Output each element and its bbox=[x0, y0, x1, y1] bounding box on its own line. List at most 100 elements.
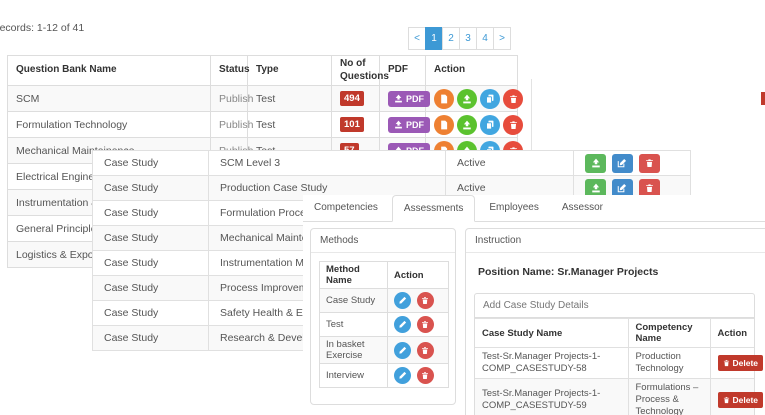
case-study-name-cell: SCM Level 3 bbox=[208, 150, 446, 176]
instruction-card-title: Instruction bbox=[466, 229, 765, 253]
col-status: Status bbox=[210, 55, 250, 86]
edit-button[interactable] bbox=[394, 341, 411, 359]
copy-icon bbox=[486, 94, 494, 103]
delete-button[interactable]: Delete bbox=[717, 354, 764, 371]
upload-button[interactable] bbox=[585, 178, 606, 198]
upload-icon bbox=[463, 120, 471, 129]
pagination-button[interactable]: 3 bbox=[459, 27, 477, 50]
instruction-card: Instruction Position Name: Sr.Manager Pr… bbox=[465, 228, 765, 415]
upload-icon bbox=[463, 94, 471, 103]
trash-icon bbox=[509, 120, 517, 129]
report-button[interactable] bbox=[434, 88, 454, 109]
upload-button[interactable] bbox=[457, 88, 477, 109]
table-row: Case Study Production Case Study Active bbox=[92, 175, 691, 201]
header-row: Question Bank Name Status Type No of Que… bbox=[7, 55, 518, 86]
pencil-icon bbox=[399, 296, 407, 304]
method-name-cell: In basket Exercise bbox=[319, 336, 388, 364]
method-name-cell: Case Study bbox=[319, 288, 388, 313]
table-row: Case Study bbox=[319, 288, 449, 313]
delete-button[interactable] bbox=[503, 114, 523, 135]
col-question-bank-name: Question Bank Name bbox=[7, 55, 211, 86]
action-cell bbox=[387, 288, 449, 313]
row-actions bbox=[585, 153, 663, 173]
pdf-download-button[interactable]: PDF bbox=[388, 116, 430, 133]
edit-button[interactable] bbox=[611, 178, 633, 198]
methods-card-title: Methods bbox=[311, 229, 455, 253]
upload-button[interactable] bbox=[585, 153, 606, 173]
upload-icon bbox=[591, 158, 600, 168]
upload-icon bbox=[395, 120, 402, 129]
trash-icon bbox=[723, 360, 729, 366]
col-action: Action bbox=[387, 261, 449, 289]
delete-button[interactable] bbox=[416, 292, 434, 309]
tab[interactable]: Competencies bbox=[314, 202, 378, 213]
assessment-panel: Competencies Assessments Employees Asses… bbox=[303, 195, 765, 415]
file-icon bbox=[441, 120, 448, 129]
table-row: Test bbox=[319, 312, 449, 337]
case-study-name-cell: Test-Sr.Manager Projects-1-COMP_CASESTUD… bbox=[475, 347, 629, 379]
method-cell: Case Study bbox=[92, 175, 209, 201]
upload-icon bbox=[395, 94, 402, 103]
clipped-button-edge bbox=[761, 92, 765, 105]
method-cell: Case Study bbox=[92, 225, 209, 251]
trash-icon bbox=[422, 346, 429, 354]
col-action: Action bbox=[709, 318, 754, 348]
case-study-details-title: Add Case Study Details bbox=[475, 294, 754, 318]
delete-button[interactable] bbox=[416, 367, 434, 384]
pdf-cell: PDF bbox=[379, 111, 430, 138]
edit-button[interactable] bbox=[394, 316, 411, 333]
status-cell: Publish bbox=[210, 85, 253, 112]
competency-name-cell: Formulations – Process & Technology bbox=[627, 377, 711, 415]
delete-button[interactable] bbox=[416, 341, 434, 359]
pencil-icon bbox=[399, 346, 407, 354]
delete-button[interactable] bbox=[638, 153, 660, 173]
pagination-button[interactable]: 2 bbox=[442, 27, 460, 50]
edit-icon bbox=[618, 158, 627, 168]
delete-button[interactable] bbox=[503, 88, 523, 109]
tab[interactable]: Employees bbox=[489, 202, 539, 213]
table-row: Test-Sr.Manager Projects-1-COMP_CASESTUD… bbox=[475, 347, 764, 379]
edit-button[interactable] bbox=[394, 292, 411, 309]
question-count-badge: 101 bbox=[340, 117, 364, 132]
position-name: Position Name: Sr.Manager Projects bbox=[478, 266, 659, 278]
case-study-details-table: Case Study Name Competency Name Action T… bbox=[475, 318, 764, 415]
delete-button[interactable] bbox=[416, 316, 434, 333]
copy-button[interactable] bbox=[480, 88, 500, 109]
edit-button[interactable] bbox=[611, 153, 633, 173]
report-button[interactable] bbox=[434, 114, 454, 135]
details-table-body: Test-Sr.Manager Projects-1-COMP_CASESTUD… bbox=[475, 347, 764, 415]
file-icon bbox=[441, 94, 448, 103]
table-row: Case Study SCM Level 3 Active bbox=[92, 150, 691, 176]
edit-button[interactable] bbox=[394, 367, 411, 384]
delete-button[interactable]: Delete bbox=[717, 391, 764, 408]
records-count-label: Records: 1-12 of 41 bbox=[0, 22, 85, 34]
methods-table-body: Case Study Te bbox=[319, 288, 449, 388]
pagination-button[interactable]: > bbox=[493, 27, 511, 50]
trash-icon bbox=[422, 372, 429, 379]
questions-cell: 101 bbox=[331, 111, 380, 138]
method-cell: Case Study bbox=[92, 300, 209, 326]
table-row: Interview bbox=[319, 363, 449, 388]
pagination-button[interactable]: 1 bbox=[425, 27, 443, 50]
type-cell: Test bbox=[247, 111, 332, 138]
case-study-details-box: Add Case Study Details Case Study Name C… bbox=[474, 293, 764, 415]
header-row: Method Name Action bbox=[319, 261, 449, 289]
pagination-button[interactable]: < bbox=[408, 27, 426, 50]
action-cell bbox=[387, 336, 449, 364]
pagination-button[interactable]: 4 bbox=[476, 27, 494, 50]
tab[interactable]: Assessments bbox=[391, 195, 476, 222]
pdf-download-button[interactable]: PDF bbox=[388, 90, 430, 107]
action-cell bbox=[387, 312, 449, 337]
case-study-name-cell: Test-Sr.Manager Projects-1-COMP_CASESTUD… bbox=[475, 377, 629, 415]
edit-icon bbox=[618, 183, 627, 193]
table-row: SCM Publish Test 494 PDF bbox=[7, 85, 523, 112]
copy-button[interactable] bbox=[480, 114, 500, 135]
upload-button[interactable] bbox=[457, 114, 477, 135]
tab[interactable]: Assessor bbox=[561, 202, 603, 213]
header-row: Case Study Name Competency Name Action bbox=[475, 318, 754, 348]
action-cell bbox=[425, 85, 523, 112]
type-cell: Test bbox=[247, 85, 332, 112]
delete-button[interactable] bbox=[638, 178, 660, 198]
status-cell: Publish bbox=[210, 111, 253, 138]
